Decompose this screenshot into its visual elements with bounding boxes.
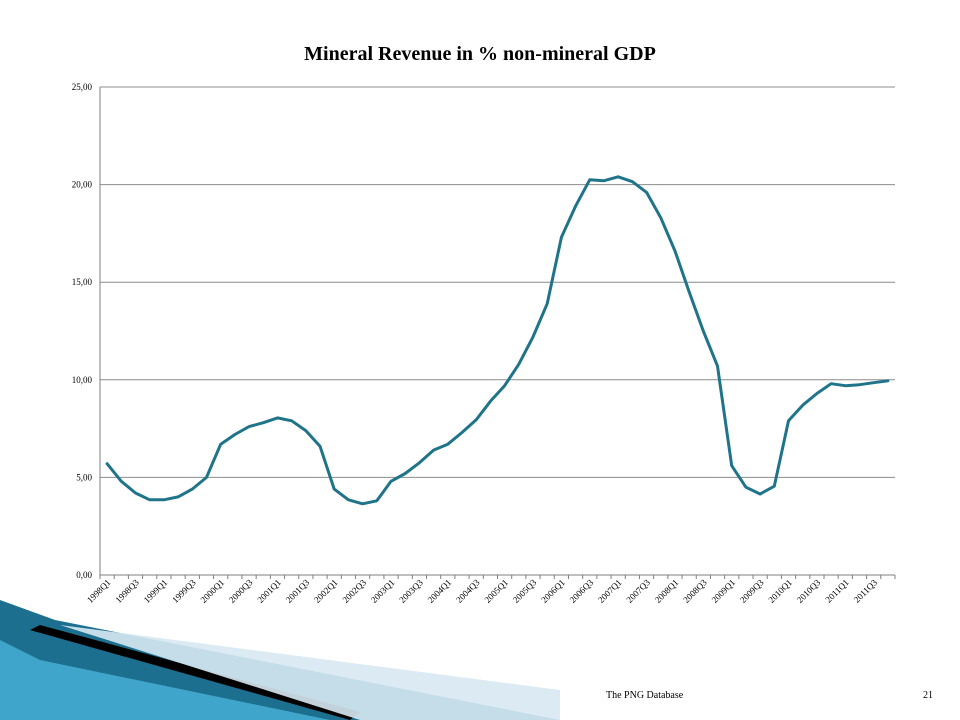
y-tick-label: 15,00 (72, 277, 93, 287)
x-tick-label: 2010Q1 (766, 577, 794, 605)
x-tick-label: 1999Q1 (142, 577, 170, 605)
x-tick-label: 2001Q1 (255, 577, 283, 605)
x-tick-label: 2011Q1 (823, 577, 850, 604)
x-tick-label: 2006Q3 (568, 577, 596, 605)
x-tick-label: 1998Q1 (85, 577, 113, 605)
footer-source: The PNG Database (606, 690, 684, 701)
x-tick-label: 2004Q1 (426, 577, 454, 605)
x-tick-label: 2007Q1 (596, 577, 624, 605)
x-tick-label: 2005Q3 (511, 577, 539, 605)
x-tick-label: 2008Q3 (681, 577, 709, 605)
corner-decoration (0, 600, 560, 720)
y-tick-label: 20,00 (72, 180, 93, 190)
page-number: 21 (923, 690, 933, 701)
x-tick-label: 2009Q1 (710, 577, 738, 605)
series-line (105, 175, 890, 506)
x-tick-label: 2004Q3 (454, 577, 482, 605)
x-tick-label: 2001Q3 (284, 577, 312, 605)
x-tick-label: 2007Q3 (624, 577, 652, 605)
y-tick-label: 0,00 (76, 570, 92, 580)
x-tick-label: 2000Q3 (227, 577, 255, 605)
y-tick-label: 5,00 (76, 472, 92, 482)
x-tick-label: 2011Q3 (852, 577, 880, 605)
plot-area: 0,00 5,00 10,00 15,00 20,00 25,00 1998Q1 1998Q3… (72, 82, 896, 605)
x-tick-label: 2003Q3 (397, 577, 425, 605)
decor-black-band (30, 625, 360, 720)
x-tick-label: 2002Q1 (312, 577, 340, 605)
x-tick-label: 2008Q1 (653, 577, 681, 605)
decor-pale-band (60, 625, 560, 720)
x-tick-label: 1999Q3 (170, 577, 198, 605)
x-tick-label: 2003Q1 (369, 577, 397, 605)
x-tick-label: 2002Q3 (340, 577, 368, 605)
y-tick-label: 25,00 (72, 82, 93, 92)
x-tick-label: 2005Q1 (482, 577, 510, 605)
x-tick-label: 2006Q1 (539, 577, 567, 605)
x-tick-label: 2009Q3 (738, 577, 766, 605)
decor-light-band (0, 640, 330, 720)
x-tick-label: 1998Q3 (113, 577, 141, 605)
chart-title: Mineral Revenue in % non-mineral GDP (304, 43, 656, 65)
x-tick-label: 2010Q3 (795, 577, 823, 605)
x-tick-label: 2000Q1 (199, 577, 227, 605)
y-tick-label: 10,00 (72, 375, 93, 385)
